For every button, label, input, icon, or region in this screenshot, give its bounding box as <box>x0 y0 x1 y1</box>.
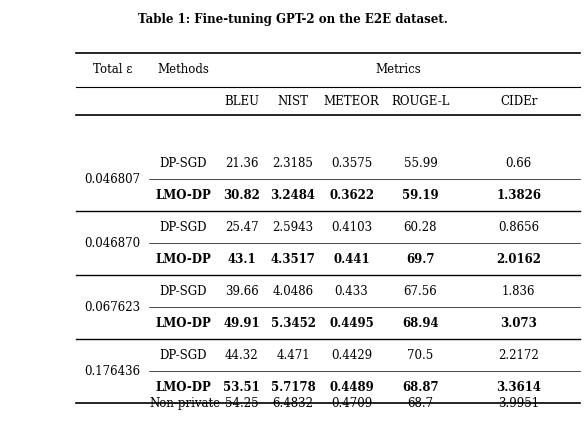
Text: 2.5943: 2.5943 <box>272 221 314 234</box>
Text: 0.4489: 0.4489 <box>329 381 374 394</box>
Text: 0.66: 0.66 <box>506 157 532 170</box>
Text: LMO-DP: LMO-DP <box>155 381 211 394</box>
Text: 4.471: 4.471 <box>276 349 310 362</box>
Text: 68.94: 68.94 <box>402 317 439 330</box>
Text: 68.7: 68.7 <box>407 396 434 410</box>
Text: CIDEr: CIDEr <box>500 95 537 107</box>
Text: 0.4495: 0.4495 <box>329 317 374 330</box>
Text: 30.82: 30.82 <box>223 189 260 202</box>
Text: NIST: NIST <box>278 95 308 107</box>
Text: 0.433: 0.433 <box>335 285 369 298</box>
Text: ROUGE-L: ROUGE-L <box>391 95 449 107</box>
Text: LMO-DP: LMO-DP <box>155 189 211 202</box>
Text: 25.47: 25.47 <box>225 221 258 234</box>
Text: BLEU: BLEU <box>224 95 259 107</box>
Text: Table 1: Fine-tuning GPT-2 on the E2E dataset.: Table 1: Fine-tuning GPT-2 on the E2E da… <box>138 13 448 26</box>
Text: 53.51: 53.51 <box>223 381 260 394</box>
Text: 0.441: 0.441 <box>333 253 370 266</box>
Text: 3.9951: 3.9951 <box>498 396 539 410</box>
Text: 0.3622: 0.3622 <box>329 189 374 202</box>
Text: 2.3185: 2.3185 <box>272 157 314 170</box>
Text: 0.046807: 0.046807 <box>85 173 141 186</box>
Text: 0.067623: 0.067623 <box>85 301 141 314</box>
Text: 55.99: 55.99 <box>404 157 437 170</box>
Text: 4.3517: 4.3517 <box>271 253 315 266</box>
Text: 0.176436: 0.176436 <box>85 365 141 378</box>
Text: Methods: Methods <box>157 63 209 76</box>
Text: METEOR: METEOR <box>323 95 380 107</box>
Text: 0.046870: 0.046870 <box>85 237 141 250</box>
Text: Metrics: Metrics <box>376 63 421 76</box>
Text: 44.32: 44.32 <box>225 349 258 362</box>
Text: 60.28: 60.28 <box>404 221 437 234</box>
Text: 0.4103: 0.4103 <box>331 221 372 234</box>
Text: 4.0486: 4.0486 <box>272 285 314 298</box>
Text: 1.836: 1.836 <box>502 285 536 298</box>
Text: 2.2172: 2.2172 <box>498 349 539 362</box>
Text: 69.7: 69.7 <box>406 253 435 266</box>
Text: 54.25: 54.25 <box>225 396 258 410</box>
Text: 70.5: 70.5 <box>407 349 434 362</box>
Text: DP-SGD: DP-SGD <box>159 221 207 234</box>
Text: LMO-DP: LMO-DP <box>155 253 211 266</box>
Text: 0.4429: 0.4429 <box>331 349 372 362</box>
Text: 2.0162: 2.0162 <box>496 253 541 266</box>
Text: 0.3575: 0.3575 <box>331 157 372 170</box>
Text: 43.1: 43.1 <box>227 253 256 266</box>
Text: Non-private: Non-private <box>149 396 220 410</box>
Text: 67.56: 67.56 <box>404 285 437 298</box>
Text: Total ε: Total ε <box>93 63 132 76</box>
Text: LMO-DP: LMO-DP <box>155 317 211 330</box>
Text: 3.3614: 3.3614 <box>496 381 541 394</box>
Text: 68.87: 68.87 <box>402 381 439 394</box>
Text: DP-SGD: DP-SGD <box>159 157 207 170</box>
Text: 21.36: 21.36 <box>225 157 258 170</box>
Text: 0.4709: 0.4709 <box>331 396 372 410</box>
Text: 1.3826: 1.3826 <box>496 189 541 202</box>
Text: 3.2484: 3.2484 <box>271 189 315 202</box>
Text: 39.66: 39.66 <box>225 285 258 298</box>
Text: 5.7178: 5.7178 <box>271 381 315 394</box>
Text: 0.8656: 0.8656 <box>498 221 539 234</box>
Text: 3.073: 3.073 <box>500 317 537 330</box>
Text: 6.4832: 6.4832 <box>272 396 314 410</box>
Text: 49.91: 49.91 <box>223 317 260 330</box>
Text: DP-SGD: DP-SGD <box>159 349 207 362</box>
Text: 5.3452: 5.3452 <box>271 317 315 330</box>
Text: 59.19: 59.19 <box>402 189 439 202</box>
Text: DP-SGD: DP-SGD <box>159 285 207 298</box>
